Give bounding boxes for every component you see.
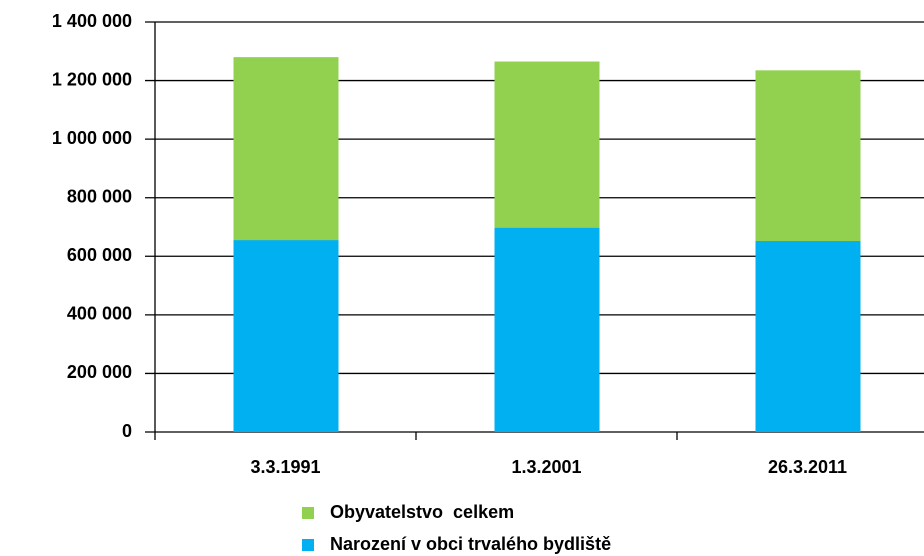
y-tick-label: 1 000 000 bbox=[52, 128, 132, 148]
x-tick-label: 3.3.1991 bbox=[250, 457, 320, 477]
y-tick-label: 400 000 bbox=[67, 304, 132, 324]
y-tick-label: 1 400 000 bbox=[52, 11, 132, 31]
x-tick-label: 1.3.2001 bbox=[511, 457, 581, 477]
bar bbox=[233, 240, 339, 432]
bar bbox=[494, 227, 600, 432]
y-tick-label: 1 200 000 bbox=[52, 69, 132, 89]
x-tick-label: 26.3.2011 bbox=[768, 457, 847, 477]
legend-swatch bbox=[302, 539, 314, 551]
y-tick-label: 800 000 bbox=[67, 186, 132, 206]
legend-label: Obyvatelstvo celkem bbox=[330, 502, 514, 522]
y-tick-label: 200 000 bbox=[67, 362, 132, 382]
y-tick-label: 600 000 bbox=[67, 245, 132, 265]
y-tick-label: 0 bbox=[122, 421, 132, 441]
legend-swatch bbox=[302, 507, 314, 519]
bar bbox=[755, 241, 861, 432]
legend-label: Narození v obci trvalého bydliště bbox=[330, 534, 611, 554]
